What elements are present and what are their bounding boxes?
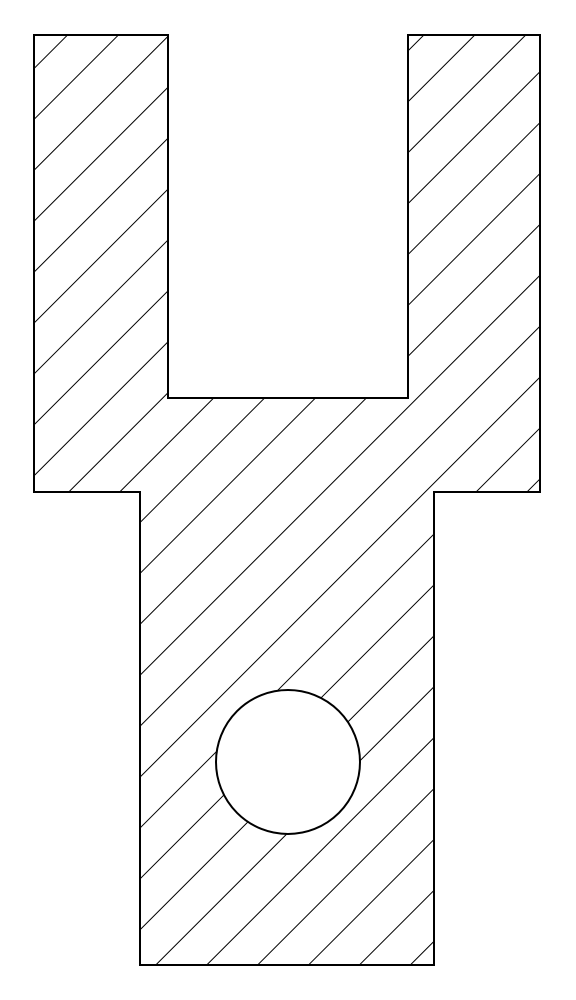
section-diagram [0, 0, 576, 1000]
hatched-region [34, 35, 540, 965]
